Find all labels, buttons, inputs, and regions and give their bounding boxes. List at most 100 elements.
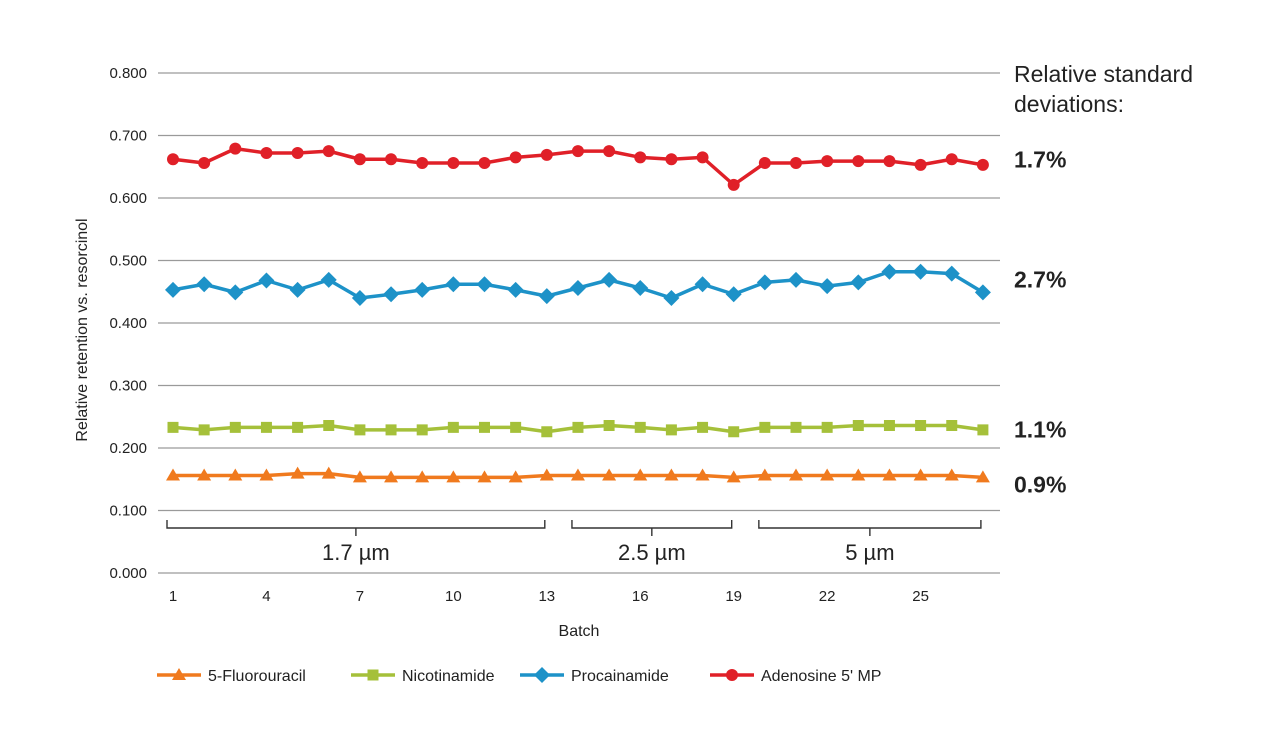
data-point bbox=[912, 263, 929, 280]
x-tick-label: 13 bbox=[538, 588, 555, 605]
x-tick-label: 22 bbox=[819, 588, 836, 605]
data-point bbox=[416, 157, 429, 169]
data-point bbox=[852, 420, 864, 431]
legend-marker bbox=[367, 669, 379, 681]
data-point bbox=[881, 263, 898, 280]
x-tick-label: 25 bbox=[912, 588, 929, 605]
rsd-value: 0.9% bbox=[1014, 471, 1066, 497]
rsd-header-line: Relative standard bbox=[1014, 61, 1193, 87]
data-point bbox=[477, 470, 492, 483]
data-point bbox=[603, 420, 615, 431]
data-point bbox=[478, 157, 491, 169]
y-axis-label: Relative retention vs. resorcinol bbox=[74, 218, 91, 441]
data-point bbox=[260, 147, 273, 159]
group-bracket bbox=[571, 520, 733, 536]
group-bracket bbox=[758, 520, 982, 536]
data-point bbox=[725, 286, 742, 303]
data-point bbox=[821, 421, 833, 433]
x-tick-label: 4 bbox=[262, 588, 270, 605]
legend: 5-Fluorouracil Nicotinamide Procainamide Ad… bbox=[157, 667, 881, 685]
data-point bbox=[821, 155, 834, 168]
data-point bbox=[510, 421, 522, 433]
group-label: 2.5 µm bbox=[618, 540, 686, 565]
data-point bbox=[788, 271, 804, 288]
data-point bbox=[946, 420, 958, 431]
legend-marker bbox=[172, 668, 186, 680]
data-point bbox=[198, 157, 211, 169]
data-point bbox=[167, 421, 179, 433]
data-point bbox=[167, 153, 179, 166]
data-point bbox=[603, 145, 616, 158]
data-point bbox=[789, 468, 803, 481]
data-point bbox=[727, 178, 740, 191]
relative-standard-deviations: Relative standard deviations: 1.7% 2.7% 1.1%… bbox=[1014, 61, 1193, 497]
series-procainamide bbox=[165, 263, 991, 306]
legend-marker bbox=[726, 669, 738, 681]
y-tick-label: 0.700 bbox=[109, 128, 147, 145]
data-point bbox=[634, 151, 647, 164]
data-point bbox=[353, 153, 366, 166]
y-tick-label: 0.800 bbox=[109, 65, 147, 82]
data-point bbox=[197, 468, 212, 481]
data-point bbox=[726, 470, 741, 483]
legend-item: 5-Fluorouracil bbox=[157, 668, 306, 685]
series-adenosine-5-mp bbox=[167, 142, 989, 191]
x-tick-label: 1 bbox=[169, 588, 177, 605]
data-point bbox=[632, 280, 649, 296]
data-point bbox=[292, 421, 304, 433]
data-point bbox=[259, 468, 274, 481]
data-point bbox=[227, 284, 244, 301]
x-tick-label: 10 bbox=[445, 588, 462, 605]
x-tick-label: 19 bbox=[725, 588, 742, 605]
y-tick-label: 0.600 bbox=[109, 190, 147, 207]
y-tick-label: 0.000 bbox=[109, 565, 147, 582]
data-point bbox=[694, 276, 711, 293]
data-point bbox=[541, 426, 553, 438]
data-point bbox=[975, 470, 990, 483]
rsd-header-line: deviations: bbox=[1014, 91, 1124, 117]
y-tick-label: 0.200 bbox=[109, 440, 147, 457]
group-label: 1.7 µm bbox=[322, 540, 390, 565]
data-point bbox=[447, 421, 459, 433]
data-point bbox=[850, 274, 867, 291]
data-point bbox=[385, 424, 397, 436]
data-point bbox=[759, 421, 771, 433]
data-point bbox=[352, 470, 367, 483]
x-axis-label: Batch bbox=[559, 623, 600, 640]
data-point bbox=[633, 468, 648, 481]
data-point bbox=[507, 281, 524, 298]
data-point bbox=[383, 286, 400, 303]
data-point bbox=[915, 420, 927, 431]
data-point bbox=[351, 290, 368, 306]
data-point bbox=[289, 281, 306, 298]
x-tick-label: 16 bbox=[632, 588, 649, 605]
data-point bbox=[538, 288, 555, 305]
data-point bbox=[166, 468, 180, 481]
data-point bbox=[883, 155, 896, 168]
data-point bbox=[728, 426, 740, 438]
particle-size-groups: 1.7 µm 2.5 µm 5 µm bbox=[166, 520, 982, 565]
data-point bbox=[320, 271, 337, 288]
data-point bbox=[385, 153, 398, 166]
legend-item: Procainamide bbox=[520, 667, 669, 685]
gridlines bbox=[158, 72, 1000, 574]
data-point bbox=[943, 265, 960, 282]
data-point bbox=[852, 155, 865, 168]
data-point bbox=[663, 290, 680, 306]
data-point bbox=[258, 272, 275, 289]
rsd-value: 2.7% bbox=[1014, 266, 1066, 292]
data-point bbox=[883, 420, 895, 431]
data-point bbox=[665, 424, 677, 436]
data-point bbox=[634, 421, 646, 433]
rsd-value: 1.1% bbox=[1014, 416, 1066, 442]
data-point bbox=[322, 145, 335, 158]
data-point bbox=[695, 468, 710, 481]
series-5-fluorouracil bbox=[166, 466, 990, 483]
data-point bbox=[572, 421, 584, 433]
data-point bbox=[165, 281, 181, 298]
data-point bbox=[570, 468, 585, 481]
data-point bbox=[323, 420, 335, 431]
data-point bbox=[446, 470, 461, 483]
data-point bbox=[416, 424, 428, 436]
